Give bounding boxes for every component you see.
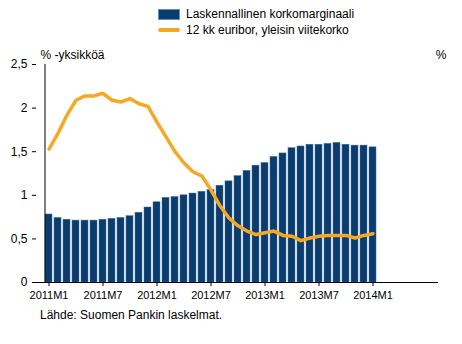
svg-text:1,5: 1,5 bbox=[11, 145, 28, 159]
svg-text:2012M7: 2012M7 bbox=[191, 289, 231, 301]
svg-text:%: % bbox=[436, 48, 447, 62]
svg-text:2013M1: 2013M1 bbox=[245, 289, 285, 301]
html-text:Lähde: Suomen Pankin laskelmat: Lähde: Suomen Pankin laskelmat. bbox=[40, 308, 223, 322]
svg-text:2013M7: 2013M7 bbox=[299, 289, 339, 301]
svg-text:0,5: 0,5 bbox=[11, 232, 28, 246]
svg-text:1: 1 bbox=[21, 188, 28, 202]
svg-text:2: 2 bbox=[21, 101, 28, 115]
svg-text:2011M1: 2011M1 bbox=[30, 289, 69, 301]
svg-text:2011M7: 2011M7 bbox=[84, 289, 123, 301]
html-text:12 kk euribor, yleisin viiteko: 12 kk euribor, yleisin viitekorko bbox=[186, 23, 349, 37]
svg-text:0: 0 bbox=[21, 275, 28, 289]
svg-text:2014M1: 2014M1 bbox=[353, 289, 393, 301]
svg-text:% -yksikköä: % -yksikköä bbox=[41, 48, 105, 62]
svg-text:2012M1: 2012M1 bbox=[137, 289, 177, 301]
svg-text:2,5: 2,5 bbox=[11, 57, 28, 71]
html-text:Laskennallinen korkomarginaali: Laskennallinen korkomarginaali bbox=[186, 7, 355, 21]
